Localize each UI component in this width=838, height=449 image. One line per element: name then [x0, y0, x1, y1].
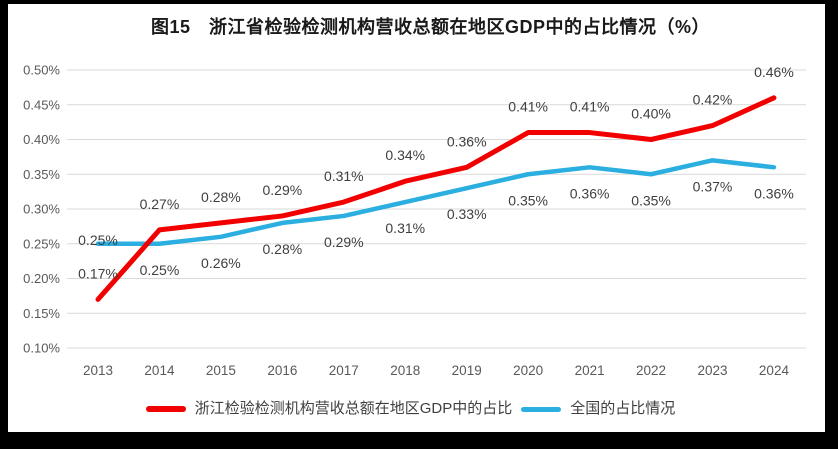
data-label-national: 0.25% [78, 232, 118, 248]
line-chart: 0.50% 0.45% 0.40% 0.35% 0.30% 0.25% 0.20% 0.15%… [23, 63, 806, 378]
data-label-national: 0.28% [262, 241, 302, 257]
x-tick-label: 2016 [267, 363, 297, 378]
x-tick-label: 2015 [206, 363, 236, 378]
data-label-zhejiang: 0.42% [693, 92, 733, 108]
data-label-zhejiang: 0.34% [385, 147, 425, 163]
data-label-zhejiang: 0.46% [754, 64, 794, 80]
data-label-national: 0.36% [754, 185, 794, 201]
x-tick-label: 2020 [513, 363, 543, 378]
y-tick-label: 0.50% [23, 63, 60, 78]
data-label-national: 0.36% [570, 185, 610, 201]
national-series-swatch [521, 406, 562, 412]
data-label-national: 0.35% [508, 192, 548, 208]
x-tick-label: 2024 [759, 363, 790, 378]
data-label-zhejiang: 0.41% [508, 99, 548, 115]
data-label-zhejiang: 0.36% [447, 133, 487, 149]
data-label-zhejiang: 0.40% [631, 106, 671, 122]
data-label-national: 0.29% [324, 234, 364, 250]
y-tick-label: 0.45% [23, 97, 60, 112]
chart-canvas: 图15 浙江省检验检测机构营收总额在地区GDP中的占比情况（%） 0.50% 0.… [8, 4, 825, 432]
series-line-national [95, 158, 777, 246]
x-tick-label: 2018 [390, 363, 420, 378]
y-tick-label: 0.10% [23, 341, 60, 356]
y-tick-label: 0.40% [23, 132, 60, 147]
y-tick-label: 0.25% [23, 236, 60, 251]
x-tick-label: 2017 [329, 363, 359, 378]
y-tick-label: 0.30% [23, 202, 60, 217]
data-label-zhejiang: 0.17% [78, 265, 118, 281]
x-tick-label: 2013 [83, 363, 113, 378]
x-tick-label: 2023 [697, 363, 727, 378]
x-tick-label: 2019 [452, 363, 482, 378]
data-label-zhejiang: 0.41% [570, 99, 610, 115]
data-label-national: 0.26% [201, 255, 241, 271]
x-tick-label: 2021 [575, 363, 605, 378]
data-label-national: 0.31% [385, 220, 425, 236]
zhejiang-series-swatch [145, 406, 186, 412]
data-label-national: 0.25% [140, 262, 180, 278]
data-label-national: 0.33% [447, 206, 487, 222]
data-label-zhejiang: 0.27% [140, 196, 180, 212]
zhejiang-series-label: 浙江检验检测机构营收总额在地区GDP中的占比 [194, 400, 513, 417]
y-tick-label: 0.20% [23, 271, 60, 286]
chart-legend: 浙江检验检测机构营收总额在地区GDP中的占比 全国的占比情况 [2, 400, 819, 418]
series-line-zhejiang [95, 95, 777, 302]
national-series-label: 全国的占比情况 [570, 400, 676, 417]
chart-title: 图15 浙江省检验检测机构营收总额在地区GDP中的占比情况（%） [150, 17, 711, 37]
data-label-zhejiang: 0.29% [262, 182, 302, 198]
y-tick-label: 0.35% [23, 167, 60, 182]
data-label-zhejiang: 0.28% [201, 189, 241, 205]
data-label-national: 0.37% [693, 178, 733, 194]
x-tick-label: 2014 [144, 363, 175, 378]
x-tick-label: 2022 [636, 363, 666, 378]
data-label-national: 0.35% [631, 192, 671, 208]
y-tick-label: 0.15% [23, 306, 60, 321]
data-label-zhejiang: 0.31% [324, 168, 364, 184]
